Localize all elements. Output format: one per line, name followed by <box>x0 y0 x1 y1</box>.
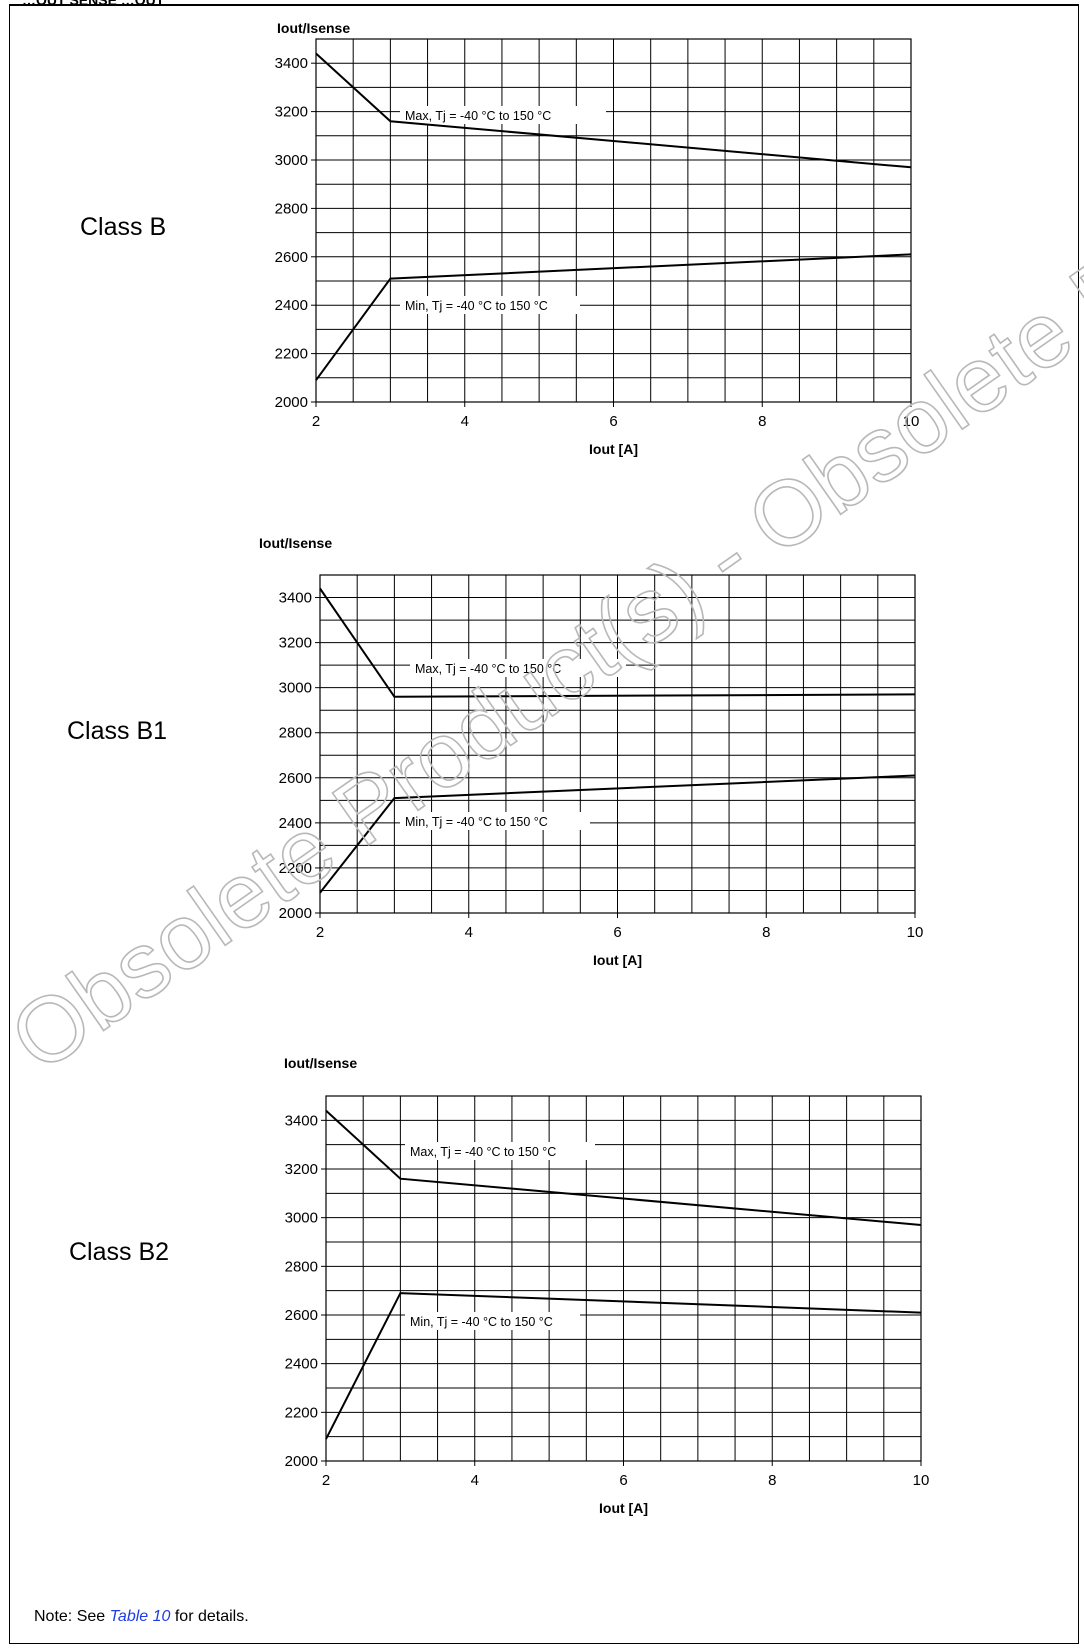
x-tick-label: 2 <box>316 924 324 941</box>
y-axis-title: Iout/Isense <box>259 535 332 551</box>
y-tick-label: 2600 <box>285 1307 318 1324</box>
y-tick-label: 2400 <box>279 815 312 832</box>
y-tick-label: 3400 <box>275 55 308 72</box>
class-label-b2: Class B2 <box>69 1238 170 1266</box>
class-label-b1: Class B1 <box>67 717 168 745</box>
y-tick-label: 2000 <box>275 394 308 411</box>
x-tick-label: 8 <box>768 1472 776 1489</box>
note-prefix: Note: See <box>34 1608 110 1625</box>
series-label-box <box>400 296 580 314</box>
series-label-box <box>410 659 626 677</box>
figure-frame: …OUT SENSE …OUT <box>9 0 1079 1644</box>
x-axis-label: Iout [A] <box>599 1500 648 1516</box>
series-label-box <box>405 1142 595 1160</box>
x-tick-label: 4 <box>461 413 469 430</box>
x-tick-label: 2 <box>322 1472 330 1489</box>
y-tick-label: 3200 <box>285 1161 318 1178</box>
y-tick-label: 3400 <box>279 590 312 607</box>
x-tick-label: 8 <box>758 413 766 430</box>
figure-note: Note: See Table 10 for details. <box>34 1608 249 1626</box>
y-tick-label: 2800 <box>275 200 308 217</box>
y-tick-label: 2200 <box>275 346 308 363</box>
series-label: Max, Tj = -40 °C to 150 °C <box>410 1145 556 1159</box>
x-tick-label: 8 <box>762 924 770 941</box>
x-tick-label: 10 <box>907 924 924 941</box>
y-tick-label: 2200 <box>285 1404 318 1421</box>
y-tick-label: 2200 <box>279 860 312 877</box>
y-tick-label: 3000 <box>285 1210 318 1227</box>
x-tick-label: 6 <box>619 1472 627 1489</box>
x-tick-label: 10 <box>903 413 920 430</box>
series-line <box>325 1109 922 1226</box>
x-axis-label: Iout [A] <box>593 952 642 968</box>
series-label: Min, Tj = -40 °C to 150 °C <box>410 1315 553 1329</box>
y-axis-title: Iout/Isense <box>284 1055 357 1071</box>
series-line <box>319 587 916 698</box>
figure-title-fragment: …OUT SENSE …OUT <box>22 0 165 8</box>
y-tick-label: 3400 <box>285 1112 318 1129</box>
x-tick-label: 6 <box>609 413 617 430</box>
x-tick-label: 6 <box>613 924 621 941</box>
series-line <box>325 1292 922 1440</box>
y-tick-label: 2800 <box>279 725 312 742</box>
series-label-box <box>400 812 590 830</box>
note-suffix: for details. <box>170 1608 249 1625</box>
y-tick-label: 2000 <box>285 1453 318 1470</box>
series-label: Max, Tj = -40 °C to 150 °C <box>415 662 561 676</box>
x-tick-label: 4 <box>471 1472 479 1489</box>
y-tick-label: 3200 <box>275 104 308 121</box>
table-10-link[interactable]: Table 10 <box>109 1608 171 1625</box>
y-tick-label: 2400 <box>275 297 308 314</box>
series-line <box>315 253 912 381</box>
series-label: Min, Tj = -40 °C to 150 °C <box>405 815 548 829</box>
x-axis-label: Iout [A] <box>589 441 638 457</box>
series-line <box>315 52 912 169</box>
series-label-box <box>405 1312 580 1330</box>
x-tick-label: 10 <box>913 1472 930 1489</box>
x-tick-label: 2 <box>312 413 320 430</box>
y-tick-label: 3000 <box>275 152 308 169</box>
class-label-b: Class B <box>80 213 167 241</box>
series-label: Min, Tj = -40 °C to 150 °C <box>405 299 548 313</box>
y-tick-label: 3000 <box>279 680 312 697</box>
y-tick-label: 2000 <box>279 905 312 922</box>
y-tick-label: 2600 <box>279 770 312 787</box>
series-label: Max, Tj = -40 °C to 150 °C <box>405 109 551 123</box>
y-tick-label: 3200 <box>279 635 312 652</box>
series-line <box>319 774 916 894</box>
y-tick-label: 2800 <box>285 1258 318 1275</box>
y-axis-title: Iout/Isense <box>277 20 350 36</box>
y-tick-label: 2600 <box>275 249 308 266</box>
y-tick-label: 2400 <box>285 1356 318 1373</box>
series-label-box <box>400 106 606 124</box>
x-tick-label: 4 <box>465 924 473 941</box>
